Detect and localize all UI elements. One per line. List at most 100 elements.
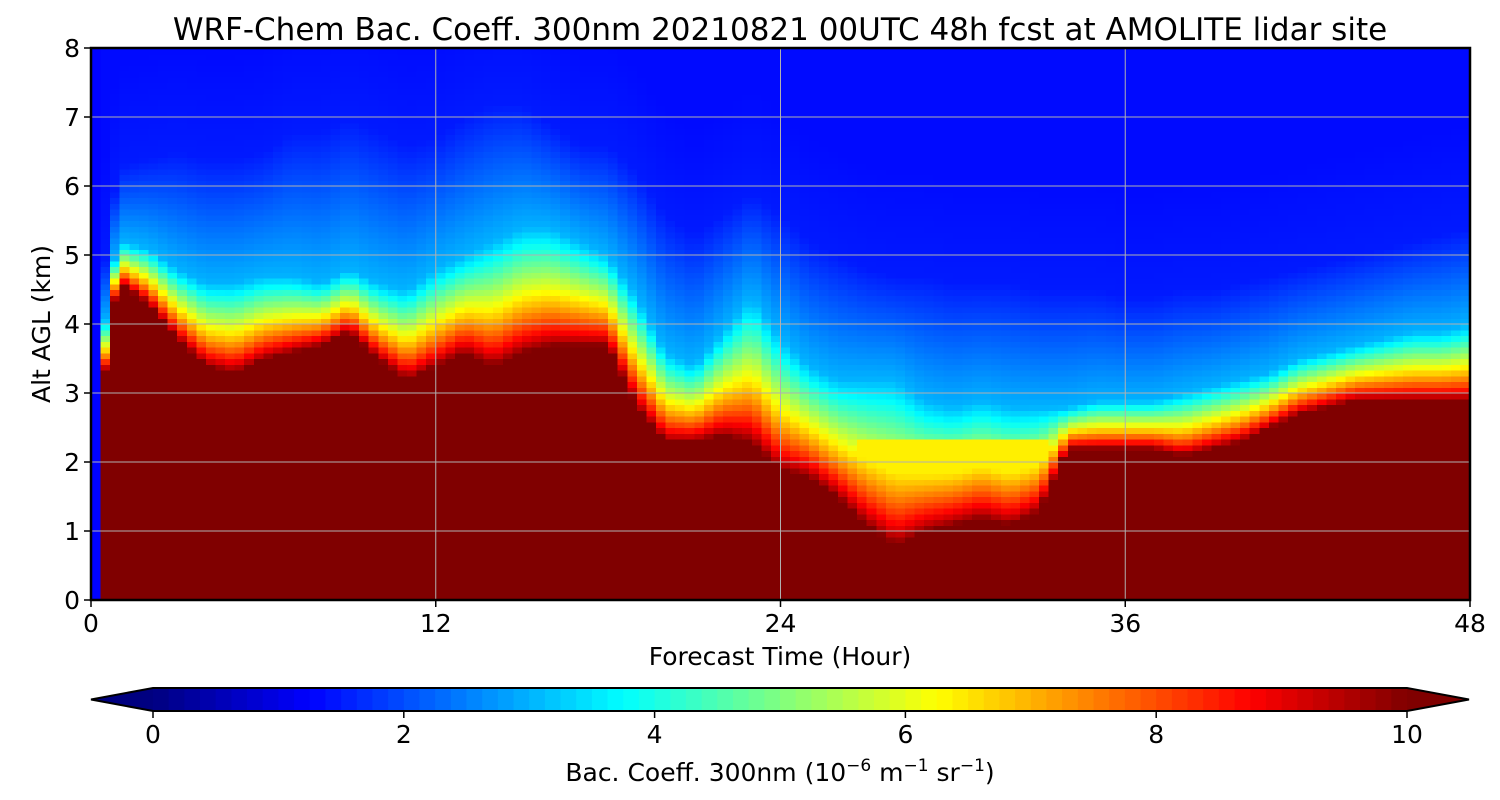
heatmap-cell	[91, 192, 101, 198]
heatmap-cell	[522, 370, 532, 376]
heatmap-cell	[426, 560, 436, 566]
heatmap-cell	[570, 382, 580, 388]
heatmap-cell	[378, 485, 388, 491]
heatmap-cell	[378, 468, 388, 474]
heatmap-cell	[254, 571, 264, 577]
heatmap-cell	[541, 439, 551, 445]
heatmap-cell	[330, 65, 340, 71]
heatmap-cell	[436, 221, 446, 227]
heatmap-cell	[541, 215, 551, 221]
heatmap-cell	[311, 290, 321, 296]
heatmap-cell	[168, 474, 178, 480]
heatmap-cell	[206, 100, 216, 106]
heatmap-cell	[177, 324, 187, 330]
heatmap-cell	[436, 146, 446, 152]
heatmap-cell	[148, 100, 158, 106]
heatmap-cell	[340, 169, 350, 175]
heatmap-cell	[187, 359, 197, 365]
heatmap-cell	[359, 583, 369, 589]
heatmap-cell	[426, 295, 436, 301]
heatmap-cell	[350, 445, 360, 451]
heatmap-cell	[551, 307, 561, 313]
heatmap-cell	[579, 313, 589, 319]
heatmap-cell	[177, 71, 187, 77]
heatmap-cell	[397, 54, 407, 60]
heatmap-cell	[369, 428, 379, 434]
heatmap-cell	[484, 554, 494, 560]
heatmap-cell	[436, 583, 446, 589]
heatmap-cell	[417, 324, 427, 330]
heatmap-cell	[263, 330, 273, 336]
heatmap-cell	[484, 497, 494, 503]
heatmap-cell	[273, 88, 283, 94]
heatmap-cell	[244, 399, 254, 405]
heatmap-cell	[493, 152, 503, 158]
heatmap-cell	[158, 284, 168, 290]
heatmap-cell	[579, 330, 589, 336]
heatmap-cell	[311, 514, 321, 520]
heatmap-cell	[215, 330, 225, 336]
heatmap-cell	[235, 405, 245, 411]
heatmap-cell	[196, 514, 206, 520]
heatmap-cell	[187, 537, 197, 543]
heatmap-cell	[417, 554, 427, 560]
heatmap-cell	[129, 157, 139, 163]
heatmap-cell	[493, 129, 503, 135]
heatmap-cell	[110, 497, 120, 503]
heatmap-cell	[254, 422, 264, 428]
heatmap-cell	[455, 520, 465, 526]
heatmap-cell	[235, 232, 245, 238]
heatmap-cell	[120, 330, 130, 336]
heatmap-cell	[532, 278, 542, 284]
heatmap-cell	[350, 198, 360, 204]
heatmap-cell	[560, 393, 570, 399]
heatmap-cell	[474, 324, 484, 330]
heatmap-cell	[168, 364, 178, 370]
heatmap-cell	[311, 77, 321, 83]
heatmap-cell	[503, 537, 513, 543]
heatmap-cell	[493, 324, 503, 330]
heatmap-cell	[235, 364, 245, 370]
heatmap-cell	[91, 307, 101, 313]
heatmap-cell	[283, 433, 293, 439]
heatmap-cell	[445, 382, 455, 388]
heatmap-cell	[541, 198, 551, 204]
heatmap-cell	[283, 238, 293, 244]
heatmap-cell	[302, 83, 312, 89]
heatmap-cell	[436, 169, 446, 175]
heatmap-cell	[330, 445, 340, 451]
heatmap-cell	[455, 284, 465, 290]
heatmap-cell	[350, 324, 360, 330]
heatmap-cell	[139, 330, 149, 336]
heatmap-cell	[522, 474, 532, 480]
heatmap-cell	[522, 94, 532, 100]
heatmap-cell	[196, 439, 206, 445]
heatmap-cell	[484, 290, 494, 296]
heatmap-cell	[579, 520, 589, 526]
heatmap-cell	[570, 192, 580, 198]
heatmap-cell	[570, 129, 580, 135]
heatmap-cell	[493, 307, 503, 313]
heatmap-cell	[369, 232, 379, 238]
heatmap-cell	[378, 203, 388, 209]
heatmap-cell	[311, 548, 321, 554]
heatmap-cell	[512, 106, 522, 112]
heatmap-cell	[512, 123, 522, 129]
heatmap-cell	[302, 295, 312, 301]
heatmap-cell	[426, 232, 436, 238]
heatmap-cell	[129, 221, 139, 227]
heatmap-cell	[225, 77, 235, 83]
heatmap-cell	[464, 560, 474, 566]
heatmap-cell	[512, 238, 522, 244]
heatmap-cell	[397, 583, 407, 589]
heatmap-cell	[407, 468, 417, 474]
heatmap-cell	[445, 203, 455, 209]
heatmap-cell	[503, 433, 513, 439]
heatmap-cell	[101, 83, 111, 89]
heatmap-cell	[148, 548, 158, 554]
heatmap-cell	[455, 146, 465, 152]
heatmap-cell	[101, 589, 111, 595]
heatmap-cell	[215, 313, 225, 319]
heatmap-cell	[225, 589, 235, 595]
heatmap-cell	[321, 77, 331, 83]
